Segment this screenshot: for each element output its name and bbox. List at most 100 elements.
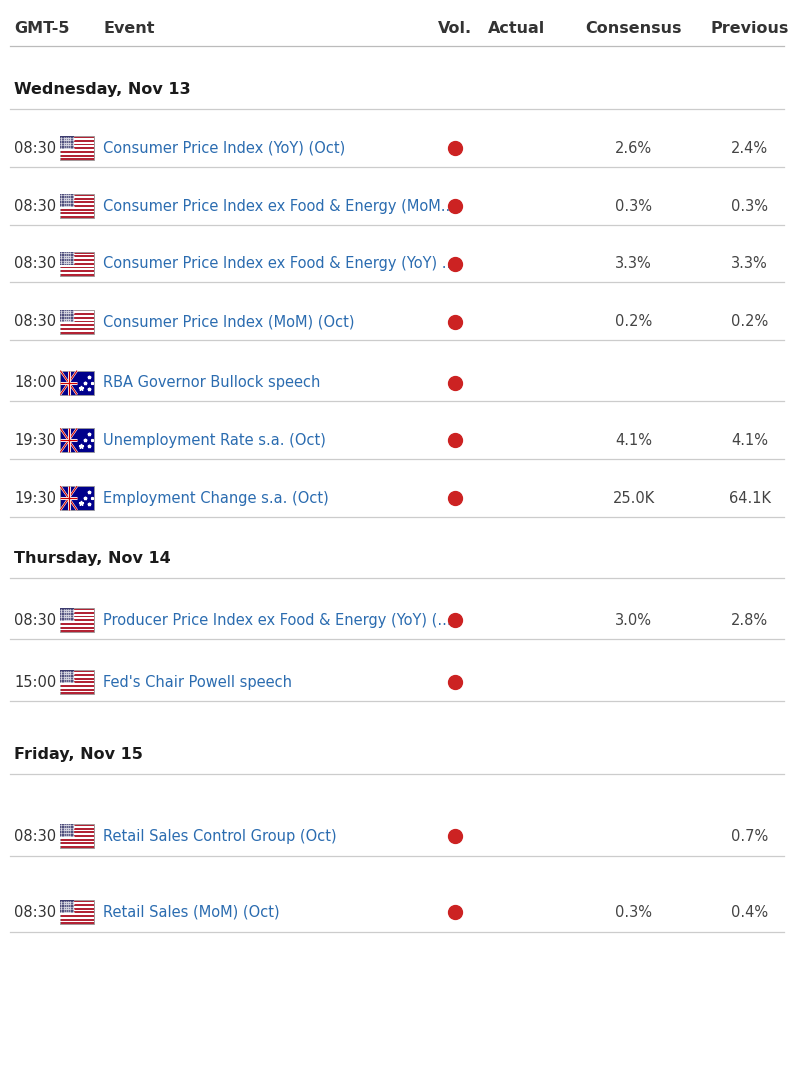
Text: 08:30: 08:30 <box>14 314 56 329</box>
FancyBboxPatch shape <box>60 268 94 270</box>
Text: Retail Sales Control Group (Oct): Retail Sales Control Group (Oct) <box>103 828 337 844</box>
FancyBboxPatch shape <box>60 136 94 160</box>
Text: Previous: Previous <box>711 21 788 36</box>
Text: 4.1%: 4.1% <box>731 433 768 448</box>
FancyBboxPatch shape <box>60 215 94 216</box>
Text: 08:30: 08:30 <box>14 141 56 156</box>
Text: Actual: Actual <box>488 21 545 36</box>
Text: 0.3%: 0.3% <box>615 198 652 214</box>
FancyBboxPatch shape <box>60 629 94 630</box>
FancyBboxPatch shape <box>60 326 94 328</box>
FancyBboxPatch shape <box>60 330 94 331</box>
FancyBboxPatch shape <box>60 921 94 922</box>
Text: 4.1%: 4.1% <box>615 433 652 448</box>
FancyBboxPatch shape <box>60 845 94 846</box>
Text: 0.4%: 0.4% <box>731 905 768 920</box>
Text: 0.2%: 0.2% <box>731 314 768 329</box>
FancyBboxPatch shape <box>60 625 94 627</box>
FancyBboxPatch shape <box>60 428 94 452</box>
Text: Consumer Price Index ex Food & Energy (YoY) ...: Consumer Price Index ex Food & Energy (Y… <box>103 256 457 271</box>
FancyBboxPatch shape <box>60 676 94 678</box>
FancyBboxPatch shape <box>60 900 94 924</box>
FancyBboxPatch shape <box>60 318 94 320</box>
Text: 2.8%: 2.8% <box>731 613 768 628</box>
FancyBboxPatch shape <box>60 691 94 692</box>
FancyBboxPatch shape <box>60 608 74 621</box>
FancyBboxPatch shape <box>60 315 94 317</box>
FancyBboxPatch shape <box>60 906 94 908</box>
Text: Consumer Price Index (MoM) (Oct): Consumer Price Index (MoM) (Oct) <box>103 314 355 329</box>
FancyBboxPatch shape <box>60 323 94 325</box>
Text: 64.1K: 64.1K <box>729 490 770 506</box>
Text: 3.3%: 3.3% <box>615 256 652 271</box>
FancyBboxPatch shape <box>60 136 74 149</box>
Text: RBA Governor Bullock speech: RBA Governor Bullock speech <box>103 375 321 390</box>
FancyBboxPatch shape <box>60 917 94 919</box>
Text: GMT-5: GMT-5 <box>14 21 70 36</box>
FancyBboxPatch shape <box>60 207 94 209</box>
FancyBboxPatch shape <box>60 138 94 140</box>
FancyBboxPatch shape <box>60 265 94 267</box>
FancyBboxPatch shape <box>60 670 94 694</box>
FancyBboxPatch shape <box>60 610 94 611</box>
Text: 18:00: 18:00 <box>14 375 56 390</box>
FancyBboxPatch shape <box>60 837 94 839</box>
Text: 15:00: 15:00 <box>14 675 56 690</box>
FancyBboxPatch shape <box>60 310 94 334</box>
Text: 0.3%: 0.3% <box>615 905 652 920</box>
FancyBboxPatch shape <box>60 272 94 274</box>
FancyBboxPatch shape <box>60 614 94 616</box>
Text: Retail Sales (MoM) (Oct): Retail Sales (MoM) (Oct) <box>103 905 279 920</box>
Text: 08:30: 08:30 <box>14 256 56 271</box>
Text: Producer Price Index ex Food & Energy (YoY) (...: Producer Price Index ex Food & Energy (Y… <box>103 613 452 628</box>
FancyBboxPatch shape <box>60 199 94 202</box>
FancyBboxPatch shape <box>60 608 94 632</box>
FancyBboxPatch shape <box>60 903 94 904</box>
FancyBboxPatch shape <box>60 900 74 913</box>
Text: Friday, Nov 15: Friday, Nov 15 <box>14 747 143 762</box>
Text: Unemployment Rate s.a. (Oct): Unemployment Rate s.a. (Oct) <box>103 433 326 448</box>
FancyBboxPatch shape <box>60 203 94 205</box>
FancyBboxPatch shape <box>60 486 94 510</box>
FancyBboxPatch shape <box>60 157 94 158</box>
Text: Consensus: Consensus <box>585 21 682 36</box>
Text: Employment Change s.a. (Oct): Employment Change s.a. (Oct) <box>103 490 329 506</box>
FancyBboxPatch shape <box>60 840 94 843</box>
FancyBboxPatch shape <box>60 679 94 681</box>
FancyBboxPatch shape <box>60 824 74 837</box>
FancyBboxPatch shape <box>60 149 94 152</box>
FancyBboxPatch shape <box>60 670 74 683</box>
Text: 0.2%: 0.2% <box>615 314 652 329</box>
FancyBboxPatch shape <box>60 252 94 276</box>
Text: 3.0%: 3.0% <box>615 613 652 628</box>
FancyBboxPatch shape <box>60 617 94 619</box>
FancyBboxPatch shape <box>60 824 94 848</box>
Text: 08:30: 08:30 <box>14 905 56 920</box>
FancyBboxPatch shape <box>60 683 94 686</box>
FancyBboxPatch shape <box>60 194 94 218</box>
Text: Consumer Price Index ex Food & Energy (MoM...: Consumer Price Index ex Food & Energy (M… <box>103 198 455 214</box>
Text: Fed's Chair Powell speech: Fed's Chair Powell speech <box>103 675 292 690</box>
FancyBboxPatch shape <box>60 913 94 916</box>
FancyBboxPatch shape <box>60 909 94 911</box>
FancyBboxPatch shape <box>60 826 94 827</box>
Text: Thursday, Nov 14: Thursday, Nov 14 <box>14 550 171 566</box>
Text: 08:30: 08:30 <box>14 198 56 214</box>
FancyBboxPatch shape <box>60 833 94 835</box>
FancyBboxPatch shape <box>60 257 94 259</box>
FancyBboxPatch shape <box>60 261 94 263</box>
Text: 2.6%: 2.6% <box>615 141 652 156</box>
FancyBboxPatch shape <box>60 142 94 144</box>
FancyBboxPatch shape <box>60 194 74 207</box>
Text: 08:30: 08:30 <box>14 828 56 844</box>
FancyBboxPatch shape <box>60 371 94 395</box>
Text: 0.3%: 0.3% <box>731 198 768 214</box>
Text: Vol.: Vol. <box>438 21 472 36</box>
Text: 25.0K: 25.0K <box>612 490 655 506</box>
Text: 19:30: 19:30 <box>14 490 56 506</box>
FancyBboxPatch shape <box>60 210 94 213</box>
Text: 3.3%: 3.3% <box>731 256 768 271</box>
Text: Wednesday, Nov 13: Wednesday, Nov 13 <box>14 82 191 97</box>
FancyBboxPatch shape <box>60 312 94 313</box>
FancyBboxPatch shape <box>60 310 74 323</box>
